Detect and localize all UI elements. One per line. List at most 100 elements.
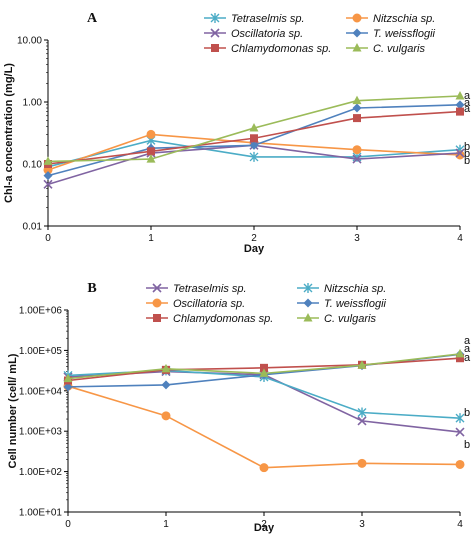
legend-item-c-vulgaris: C. vulgaris	[297, 313, 376, 325]
x-tick-label: 1	[148, 233, 154, 244]
legend-item-nitzschia-sp: Nitzschia sp.	[346, 13, 435, 25]
legend-label: Tetraselmis sp.	[173, 283, 247, 295]
series-t-weissflogii	[43, 100, 465, 181]
legend-label: Oscillatoria sp.	[173, 298, 245, 310]
significance-label: a	[464, 352, 471, 364]
x-axis-title: Day	[244, 243, 265, 255]
significance-label: b	[464, 155, 470, 167]
data-point	[455, 148, 465, 158]
significance-label: a	[464, 343, 471, 355]
legend-item-nitzschia-sp: Nitzschia sp.	[297, 283, 386, 295]
legend-label: C. vulgaris	[373, 43, 425, 55]
legend-marker	[303, 283, 313, 293]
panel-a: 10.00 1.00 0.10 0.010 1 2 3 4 Day Chl-a concentra…	[3, 11, 471, 255]
data-point	[455, 90, 465, 100]
data-point	[455, 413, 465, 424]
panel-label: B	[87, 281, 96, 296]
legend: Tetraselmis sp. Nitzschia sp. Oscillatoria…	[204, 13, 436, 55]
legend-label: Nitzschia sp.	[373, 13, 435, 25]
data-point	[260, 363, 268, 372]
legend-item-oscillatoria-sp: Oscillatoria sp.	[146, 298, 245, 310]
legend-marker	[153, 314, 161, 322]
y-tick-label: 1.00E+06	[19, 306, 63, 317]
data-point	[161, 363, 171, 373]
data-point	[146, 154, 156, 163]
legend-label: T. weissflogii	[373, 28, 436, 40]
y-tick-label: 1.00E+02	[19, 467, 63, 478]
legend-label: Oscillatoria sp.	[231, 28, 303, 40]
legend: Tetraselmis sp. Nitzschia sp. Oscillatoria…	[146, 283, 387, 325]
series-oscillatoria-sp	[63, 381, 465, 473]
data-point	[455, 100, 465, 110]
legend-marker	[210, 28, 220, 38]
data-point	[63, 382, 73, 392]
y-tick-label: 1.00E+03	[19, 427, 63, 438]
legend-item-t-weissflogii: T. weissflogii	[297, 298, 387, 310]
x-tick-label: 3	[359, 519, 365, 530]
legend-label: Nitzschia sp.	[324, 283, 386, 295]
legend-marker	[352, 13, 362, 23]
data-point	[63, 373, 73, 383]
legend-item-t-weissflogii: T. weissflogii	[346, 28, 436, 40]
legend-marker	[352, 28, 362, 38]
data-point	[249, 123, 259, 132]
x-tick-label: 2	[251, 233, 257, 244]
legend-label: Chlamydomonas sp.	[173, 313, 273, 325]
significance-label: a	[464, 97, 471, 109]
data-point	[357, 458, 367, 468]
legend-marker	[211, 44, 219, 52]
data-point	[161, 411, 171, 421]
data-point	[259, 368, 269, 377]
series-line	[67, 385, 461, 469]
data-point	[259, 463, 269, 473]
data-point	[352, 145, 362, 155]
significance-label: b	[464, 439, 470, 451]
x-tick-label: 4	[457, 519, 463, 530]
data-point	[43, 156, 53, 165]
legend-marker	[152, 298, 162, 308]
y-tick-label: 1.00E+04	[19, 386, 63, 397]
x-tick-label: 2	[261, 519, 267, 530]
y-tick-label: 1.00	[23, 98, 43, 109]
data-point	[353, 114, 361, 123]
data-point	[456, 107, 464, 116]
x-axis-title: Day	[254, 522, 275, 534]
y-axis-title: Chl-a concentration (mg/L)	[3, 63, 15, 203]
significance-label: a	[464, 103, 471, 115]
data-point	[455, 348, 465, 358]
y-tick-label: 0.10	[23, 160, 43, 171]
legend-marker	[303, 298, 313, 308]
data-point	[147, 147, 155, 156]
y-tick-label: 1.00E+01	[19, 508, 63, 519]
data-point	[352, 103, 362, 113]
legend-label: Tetraselmis sp.	[231, 13, 305, 25]
x-tick-label: 3	[354, 233, 360, 244]
data-point	[357, 360, 367, 369]
significance-label: a	[464, 90, 471, 102]
legend-label: C. vulgaris	[324, 313, 376, 325]
data-point	[352, 154, 362, 164]
x-tick-label: 0	[45, 233, 51, 244]
series-c-vulgaris	[43, 90, 465, 165]
legend-marker	[152, 283, 162, 293]
data-point	[352, 95, 362, 105]
significance-label: b	[464, 407, 470, 419]
y-tick-label: 10.00	[17, 36, 42, 47]
legend-marker	[210, 13, 220, 23]
data-point	[43, 171, 53, 181]
x-tick-label: 1	[163, 519, 169, 530]
significance-label: b	[464, 148, 470, 160]
y-tick-label: 1.00E+05	[19, 346, 63, 357]
legend-item-chlamydomonas-sp: Chlamydomonas sp.	[204, 43, 331, 55]
legend-item-chlamydomonas-sp: Chlamydomonas sp.	[146, 313, 273, 325]
data-point	[146, 129, 156, 139]
data-point	[249, 140, 259, 150]
data-point	[249, 151, 259, 162]
legend-item-tetraselmis-sp: Tetraselmis sp.	[204, 13, 305, 25]
y-tick-label: 0.01	[23, 222, 43, 233]
y-axis-title: Cell number (cell/ mL)	[7, 353, 19, 468]
legend-marker	[352, 43, 362, 52]
data-point	[161, 380, 171, 390]
data-point	[250, 134, 258, 143]
